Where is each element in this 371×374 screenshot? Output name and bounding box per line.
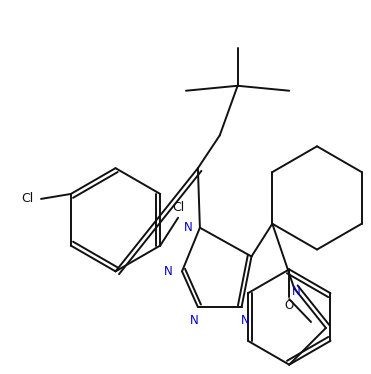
Text: N: N: [241, 315, 250, 328]
Text: Cl: Cl: [172, 201, 184, 214]
Text: N: N: [292, 285, 301, 298]
Text: N: N: [164, 265, 173, 278]
Text: N: N: [184, 221, 192, 234]
Text: N: N: [190, 315, 198, 328]
Text: O: O: [285, 298, 294, 312]
Text: Cl: Cl: [21, 192, 33, 205]
